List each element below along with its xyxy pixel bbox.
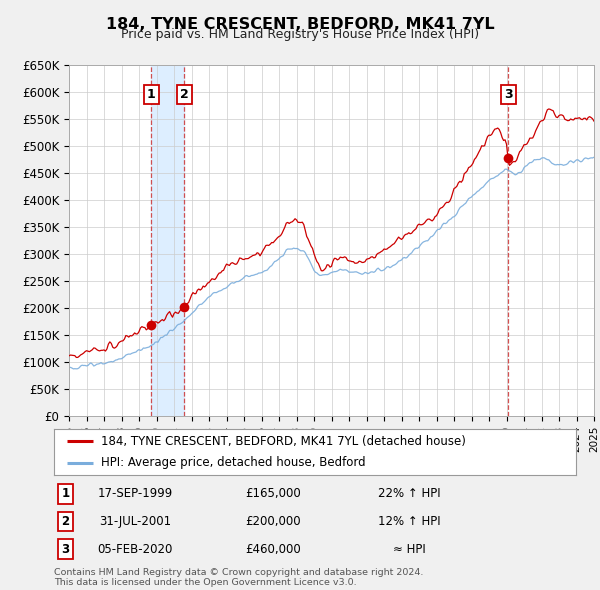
Text: 3: 3 (61, 543, 70, 556)
Text: 05-FEB-2020: 05-FEB-2020 (97, 543, 173, 556)
Text: HPI: Average price, detached house, Bedford: HPI: Average price, detached house, Bedf… (101, 456, 365, 469)
Text: £165,000: £165,000 (245, 487, 301, 500)
Text: 17-SEP-1999: 17-SEP-1999 (97, 487, 173, 500)
Text: Price paid vs. HM Land Registry's House Price Index (HPI): Price paid vs. HM Land Registry's House … (121, 28, 479, 41)
Text: 2: 2 (180, 88, 188, 101)
Text: 184, TYNE CRESCENT, BEDFORD, MK41 7YL (detached house): 184, TYNE CRESCENT, BEDFORD, MK41 7YL (d… (101, 435, 466, 448)
Text: £200,000: £200,000 (245, 515, 301, 528)
Text: Contains HM Land Registry data © Crown copyright and database right 2024.
This d: Contains HM Land Registry data © Crown c… (54, 568, 424, 587)
Text: 184, TYNE CRESCENT, BEDFORD, MK41 7YL: 184, TYNE CRESCENT, BEDFORD, MK41 7YL (106, 17, 494, 31)
Text: 1: 1 (61, 487, 70, 500)
Text: 3: 3 (504, 88, 512, 101)
Text: 12% ↑ HPI: 12% ↑ HPI (377, 515, 440, 528)
Text: 2: 2 (61, 515, 70, 528)
Text: 31-JUL-2001: 31-JUL-2001 (99, 515, 171, 528)
Text: 1: 1 (147, 88, 156, 101)
Text: ≈ HPI: ≈ HPI (392, 543, 425, 556)
Text: £460,000: £460,000 (245, 543, 301, 556)
Bar (151, 65, 184, 416)
Text: 22% ↑ HPI: 22% ↑ HPI (377, 487, 440, 500)
